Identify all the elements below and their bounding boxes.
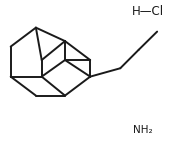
Text: H—Cl: H—Cl — [131, 5, 164, 18]
Text: NH₂: NH₂ — [133, 125, 152, 135]
